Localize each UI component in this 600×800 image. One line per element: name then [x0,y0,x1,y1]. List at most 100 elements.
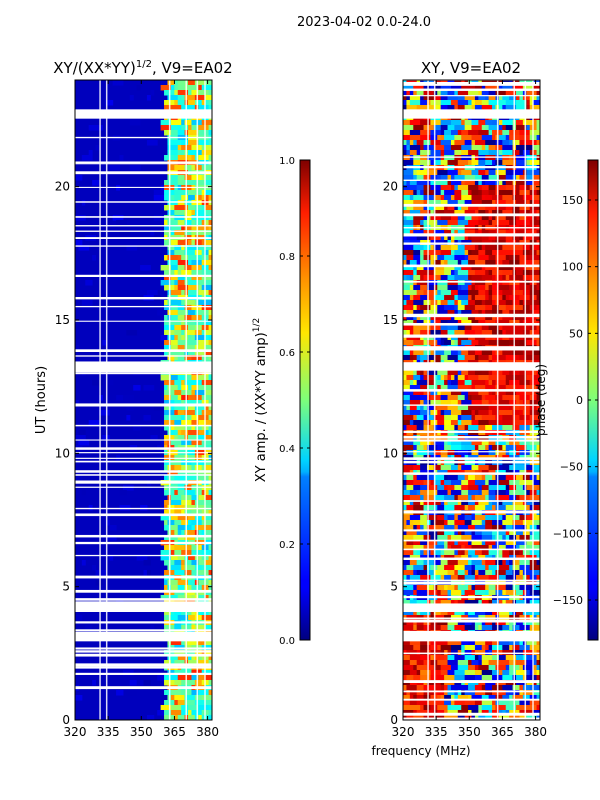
heatmap-cell [174,155,179,161]
heatmap-cell [450,705,462,711]
heatmap-cell [474,655,479,661]
heatmap-cell [526,655,538,661]
heatmap-cell [450,665,459,671]
heatmap-cell [481,185,490,191]
heatmap-cell [440,500,445,506]
heatmap-cell [488,290,493,296]
heatmap-cell [426,490,438,496]
heatmap-cell [526,705,538,711]
heatmap-cell [505,535,510,541]
heatmap-cell [198,90,210,96]
heatmap-cell [492,505,496,511]
heatmap-cell [519,340,527,346]
colorbar-tick-label: −100 [553,527,583,540]
heatmap-cell [426,445,438,451]
heatmap-cell [498,305,507,311]
heatmap-cell [481,400,490,406]
heatmap-cell [447,655,455,661]
heatmap-cell [533,540,540,546]
heatmap-cell [426,170,438,176]
heatmap-cell [164,240,172,246]
heatmap-cell [519,410,524,416]
heatmap-cell [201,395,212,401]
heatmap-cell [502,210,514,216]
heatmap-cell [464,305,476,311]
heatmap-cell [174,330,182,336]
y-tick-label: 0 [62,713,70,727]
heatmap-cell [464,235,469,241]
heatmap-cell [461,400,472,406]
heatmap-cell [457,90,469,96]
heatmap-cell [464,140,472,146]
heatmap-cell [450,235,455,241]
heatmap-cell [474,260,486,266]
heatmap-cell [181,380,186,386]
heatmap-cell [426,320,431,326]
heatmap-cell [403,390,414,396]
heatmap-cell [413,315,418,321]
heatmap-cell [481,235,490,241]
heatmap-cell [170,615,179,621]
heatmap-cell [454,310,459,316]
heatmap-cell [177,490,186,496]
flagged-gap [75,629,212,632]
heatmap-cell [143,415,151,421]
heatmap-cell [450,85,462,91]
flagged-gap [75,349,212,353]
heatmap-cell [461,180,466,186]
heatmap-cell [420,500,425,506]
heatmap-cell [433,190,442,196]
heatmap-cell [488,575,500,581]
heatmap-cell [485,140,496,146]
heatmap-cell [188,210,192,216]
heatmap-cell [516,450,520,456]
heatmap-cell [105,520,110,526]
heatmap-cell [164,415,172,421]
heatmap-cell [509,450,517,456]
heatmap-cell [444,295,455,301]
heatmap-cell [184,545,192,551]
heatmap-cell [406,140,411,146]
heatmap-cell [468,130,479,136]
heatmap-cell [420,400,425,406]
heatmap-cell [474,415,483,421]
heatmap-cell [437,485,445,491]
heatmap-cell [136,85,141,91]
heatmap-cell [464,600,476,606]
heatmap-cell [423,140,431,146]
heatmap-cell [409,385,421,391]
heatmap-cell [174,325,182,331]
heatmap-cell [201,285,212,291]
heatmap-cell [444,350,452,356]
heatmap-cell [403,145,407,151]
heatmap-cell [478,625,483,631]
heatmap-cell [181,105,186,111]
heatmap-cell [406,530,418,536]
heatmap-cell [403,190,414,196]
heatmap-cell [177,335,182,341]
heatmap-cell [447,515,455,521]
heatmap-cell [170,280,175,286]
heatmap-cell [191,560,199,566]
heatmap-cell [406,485,414,491]
heatmap-cell [447,625,455,631]
heatmap-cell [403,370,414,376]
heatmap-cell [447,440,452,446]
heatmap-cell [88,420,100,426]
heatmap-cell [430,670,442,676]
heatmap-cell [468,560,472,566]
flagged-gap [75,136,212,139]
heatmap-cell [492,380,496,386]
heatmap-cell [423,220,428,226]
heatmap-cell [409,515,421,521]
heatmap-cell [420,220,425,226]
heatmap-cell [403,400,411,406]
heatmap-cell [457,205,462,211]
heatmap-cell [406,480,414,486]
x-tick-label: 380 [196,725,219,739]
heatmap-cell [533,260,540,266]
heatmap-cell [485,315,493,321]
heatmap-cell [170,530,175,536]
heatmap-cell [201,150,212,156]
heatmap-cell [164,465,168,471]
